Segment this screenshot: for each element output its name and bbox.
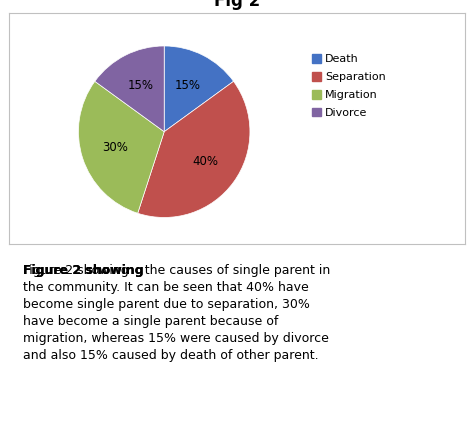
Text: Figure 2 showing    the causes of single parent in
the community. It can be seen: Figure 2 showing the causes of single pa… bbox=[23, 264, 330, 362]
Text: Figure 2 showing: Figure 2 showing bbox=[23, 264, 144, 277]
Text: Figure 2 showing: Figure 2 showing bbox=[23, 264, 144, 277]
Title: Fig 2: Fig 2 bbox=[214, 0, 260, 10]
